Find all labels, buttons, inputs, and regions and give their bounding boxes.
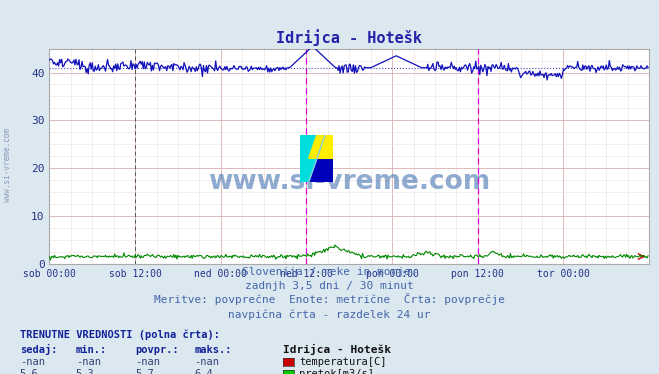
Text: pretok[m3/s]: pretok[m3/s] (299, 369, 374, 374)
Text: TRENUTNE VREDNOSTI (polna črta):: TRENUTNE VREDNOSTI (polna črta): (20, 330, 219, 340)
Text: -nan: -nan (20, 357, 45, 367)
Title: Idrijca - Hotešk: Idrijca - Hotešk (276, 29, 422, 46)
Text: -nan: -nan (194, 357, 219, 367)
Text: povpr.:: povpr.: (135, 345, 179, 355)
Text: 6,4: 6,4 (194, 369, 213, 374)
Text: sedaj:: sedaj: (20, 344, 57, 355)
Text: min.:: min.: (76, 345, 107, 355)
Text: zadnjh 3,5 dni / 30 minut: zadnjh 3,5 dni / 30 minut (245, 281, 414, 291)
Text: 5,7: 5,7 (135, 369, 154, 374)
Text: Slovenija / reke in morje.: Slovenija / reke in morje. (242, 267, 417, 277)
Text: www.si-vreme.com: www.si-vreme.com (208, 169, 490, 195)
Text: maks.:: maks.: (194, 345, 232, 355)
Text: 5,6: 5,6 (20, 369, 38, 374)
Text: 5,3: 5,3 (76, 369, 94, 374)
Text: -nan: -nan (135, 357, 160, 367)
Text: navpična črta - razdelek 24 ur: navpična črta - razdelek 24 ur (228, 309, 431, 319)
Text: Idrijca - Hotešk: Idrijca - Hotešk (283, 344, 391, 355)
Text: Meritve: povprečne  Enote: metrične  Črta: povprečje: Meritve: povprečne Enote: metrične Črta:… (154, 293, 505, 305)
Text: -nan: -nan (76, 357, 101, 367)
Text: www.si-vreme.com: www.si-vreme.com (3, 128, 13, 202)
Text: temperatura[C]: temperatura[C] (299, 357, 387, 367)
